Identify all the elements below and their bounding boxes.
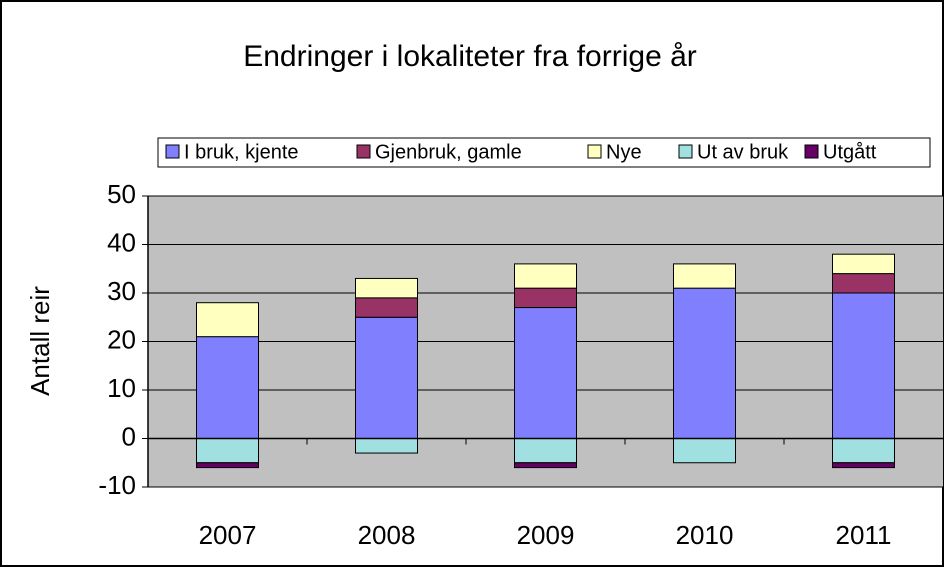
y-tick-label: -10 [98,470,136,500]
x-tick-label: 2008 [358,520,416,550]
bar-segment [355,316,418,439]
legend-swatch [678,144,693,159]
bar-segment [355,277,418,299]
y-tick-label: 30 [107,276,136,306]
bar-segment [832,292,895,439]
legend-box [157,137,931,168]
legend-label: Nye [606,141,642,163]
bar-segment [196,438,259,464]
y-axis-label: Antall reir [25,286,55,396]
bar-segment [673,438,736,464]
legend-swatch [165,144,180,159]
bar-segment [832,273,895,294]
legend-swatch [587,144,602,159]
y-tick-label: 20 [107,324,136,354]
y-tick-label: 10 [107,373,136,403]
legend-swatch [804,144,819,159]
bar-segment [514,263,577,289]
x-tick-label: 2009 [517,520,575,550]
bar-segment [196,336,259,439]
bar-segment [196,462,259,469]
bar-segment [673,287,736,439]
y-tick-label: 0 [122,421,136,451]
y-tick-label: 50 [107,179,136,209]
bar-segment [514,307,577,439]
x-tick-label: 2007 [199,520,257,550]
bar-segment [514,462,577,469]
bar-segment [355,438,418,454]
chart-title: Endringer i lokaliteter fra forrige år [243,40,697,73]
bar-segment [196,302,259,338]
legend-label: I bruk, kjente [184,141,299,163]
bar-segment [514,438,577,464]
x-tick-label: 2011 [836,520,892,550]
bar-segment [355,297,418,318]
bar-segment [832,253,895,275]
bar-segment [514,287,577,309]
y-tick-label: 40 [107,227,136,257]
legend-label: Ut av bruk [697,141,789,163]
bar-segment [673,263,736,289]
x-tick-label: 2010 [676,520,734,550]
legend-label: Gjenbruk, gamle [375,141,522,163]
bar-segment [832,438,895,464]
legend-label: Utgått [823,141,877,163]
bar-segment [832,462,895,469]
legend-swatch [356,144,371,159]
